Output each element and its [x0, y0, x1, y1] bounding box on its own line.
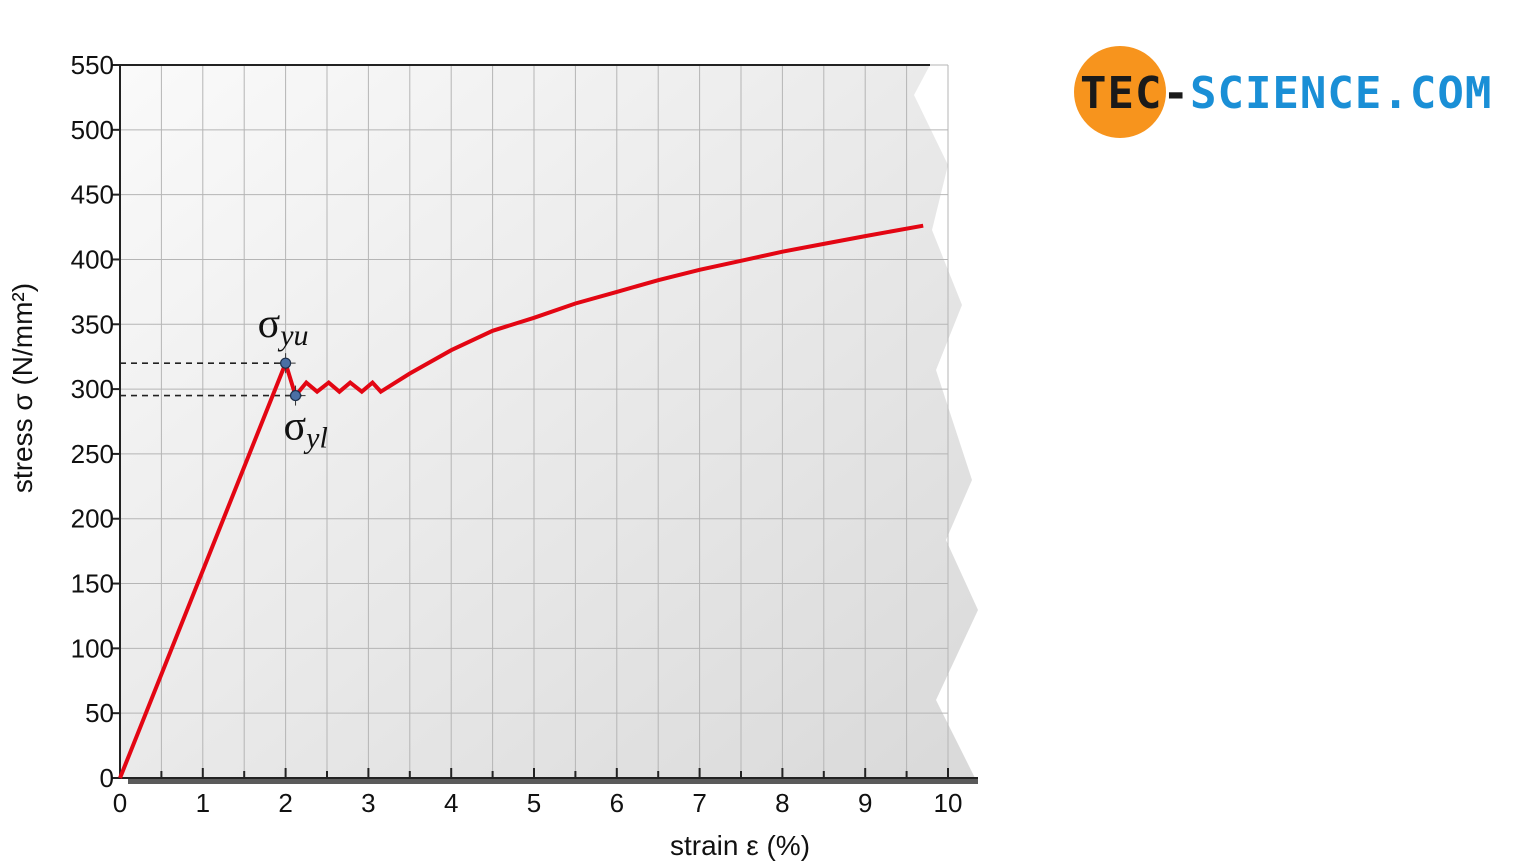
y-tick-label: 200: [71, 504, 114, 534]
logo-text-part1: TEC-: [1080, 68, 1190, 119]
yield-point-label: σyl: [284, 404, 328, 455]
x-tick-label: 8: [775, 788, 789, 818]
y-tick-label: 250: [71, 439, 114, 469]
x-tick-label: 10: [934, 788, 963, 818]
x-axis-label: strain ε (%): [670, 830, 810, 861]
logo-text-part2: SCIENCE.COM: [1189, 68, 1493, 119]
x-tick-label: 2: [278, 788, 292, 818]
logo-text: TEC-SCIENCE.COM: [1080, 68, 1492, 119]
x-axis-shadow: [128, 778, 978, 784]
x-tick-label: 9: [858, 788, 872, 818]
y-tick-label: 350: [71, 309, 114, 339]
y-tick-label: 450: [71, 180, 114, 210]
plot-background: [120, 65, 978, 778]
x-tick-label: 5: [527, 788, 541, 818]
y-tick-label: 300: [71, 374, 114, 404]
y-tick-label: 0: [100, 763, 114, 793]
y-tick-label: 50: [85, 698, 114, 728]
yield-point-marker: [280, 357, 292, 369]
tick-labels: 0 1 2 3 4 5 6 7 8 9 100501001502002503003504004505…: [71, 50, 963, 818]
curve-layer: [118, 223, 924, 779]
y-tick-label: 400: [71, 244, 114, 274]
logo: TEC-SCIENCE.COM: [1074, 46, 1514, 140]
annotations: σyu σyl: [258, 301, 328, 454]
x-tick-label: 4: [444, 788, 458, 818]
y-tick-label: 500: [71, 115, 114, 145]
x-tick-label: 0: [113, 788, 127, 818]
grid-lines: [120, 64, 949, 778]
y-tick-label: 150: [71, 569, 114, 599]
logo-circle: [1074, 46, 1166, 138]
axes: [112, 64, 978, 784]
y-tick-label: 100: [71, 633, 114, 663]
y-tick-label: 550: [71, 50, 114, 80]
yield-point-label: σyu: [258, 301, 309, 352]
yield-point-marker: [289, 389, 302, 402]
x-tick-label: 7: [692, 788, 706, 818]
x-tick-label: 3: [361, 788, 375, 818]
y-axis-label: stress σ (N/mm²): [7, 283, 38, 493]
stress-strain-curve: [118, 223, 924, 779]
x-tick-label: 6: [610, 788, 624, 818]
x-tick-label: 1: [196, 788, 210, 818]
